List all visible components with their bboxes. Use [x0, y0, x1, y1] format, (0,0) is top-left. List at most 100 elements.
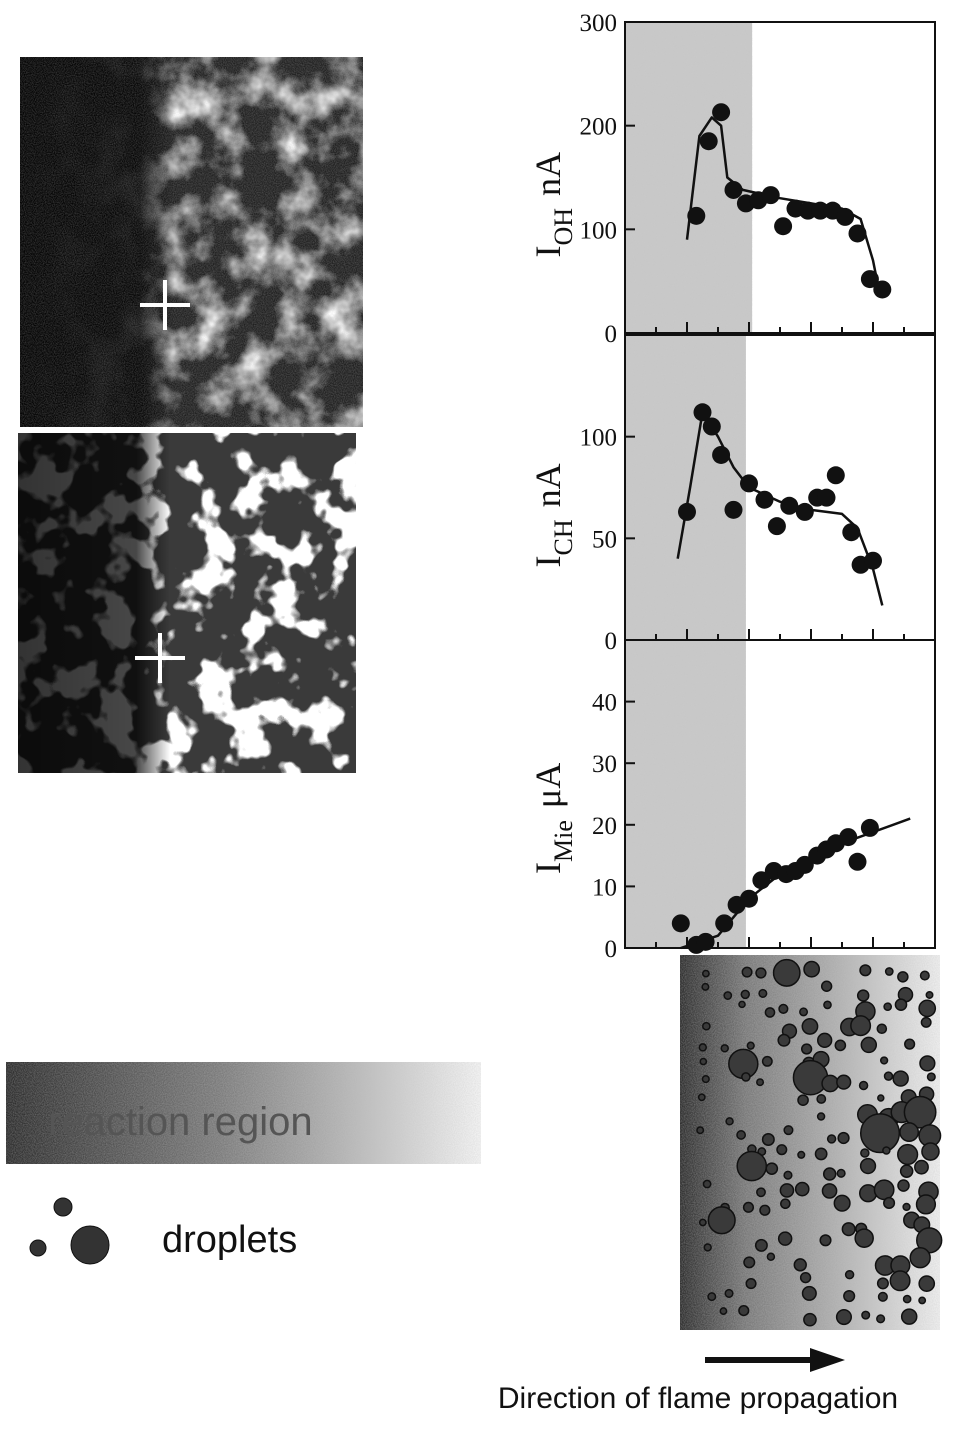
droplet: [801, 1017, 819, 1035]
droplet: [741, 966, 753, 978]
droplet: [772, 958, 801, 987]
droplet: [758, 988, 768, 998]
data-point: [671, 914, 690, 933]
droplet: [780, 1198, 791, 1210]
droplet: [833, 1194, 851, 1212]
chart-panel: 0 50 100 ICH nA: [528, 334, 936, 655]
droplet: [902, 1202, 911, 1212]
droplet: [882, 1146, 891, 1155]
data-point: [712, 103, 731, 122]
chart-panel: 0 100 200 300 IOH nA: [528, 10, 936, 348]
y-label-main: I: [528, 556, 568, 568]
droplet: [707, 1206, 736, 1235]
droplet: [876, 1023, 888, 1035]
droplet: [783, 1125, 794, 1136]
droplet: [698, 1218, 707, 1227]
droplet: [723, 991, 733, 1000]
legend-label: reaction region: [48, 1100, 313, 1144]
droplet: [900, 1308, 918, 1325]
data-point: [752, 871, 771, 890]
droplet: [903, 1095, 937, 1129]
droplet: [919, 970, 930, 981]
droplet: [894, 998, 908, 1011]
droplet: [754, 1238, 768, 1252]
y-tick-label: 0: [605, 321, 618, 348]
data-point: [724, 180, 743, 199]
droplet: [803, 1312, 817, 1327]
data-point: [848, 852, 867, 871]
y-tick-label: 100: [580, 425, 618, 452]
droplet: [820, 980, 833, 992]
data-point: [836, 207, 855, 226]
data-point: [864, 551, 882, 570]
droplet: [793, 1258, 807, 1272]
droplet: [761, 1055, 773, 1067]
droplet: [889, 1270, 911, 1292]
droplet: [822, 1167, 837, 1181]
droplet: [777, 1231, 793, 1246]
droplet: [876, 1277, 889, 1290]
droplet: [897, 1143, 919, 1166]
data-point: [715, 914, 734, 933]
y-axis-label: IOH nA: [528, 152, 578, 258]
data-point: [740, 474, 758, 493]
legend: reaction region droplets: [6, 1062, 481, 1265]
data-point: [696, 932, 715, 951]
droplet: [918, 1296, 927, 1305]
y-tick-label: 0: [605, 936, 618, 963]
droplet: [860, 1036, 878, 1054]
y-tick-label: 50: [592, 526, 617, 553]
droplet: [738, 1000, 746, 1009]
droplet: [859, 1157, 877, 1175]
droplet: [766, 1252, 776, 1261]
chart-panel: 0 10 20 30 40 IMie μA: [528, 639, 936, 963]
droplet: [783, 1170, 793, 1180]
data-point: [740, 889, 758, 908]
y-label-unit: μA: [528, 763, 568, 808]
droplet: [918, 999, 937, 1018]
droplet: [719, 1307, 728, 1315]
y-label-sub: CH: [549, 519, 578, 555]
data-point: [774, 217, 793, 236]
caption: Direction of flame propagation: [498, 1382, 898, 1415]
droplet: [740, 989, 750, 1000]
droplet: [742, 1201, 755, 1213]
legend-label: droplets: [162, 1219, 297, 1261]
droplet: [724, 1288, 734, 1298]
droplet: [836, 1074, 852, 1090]
droplet: [799, 1271, 812, 1284]
droplet: [755, 967, 767, 979]
data-point: [860, 270, 879, 289]
y-label-unit: nA: [528, 463, 568, 507]
y-tick-label: 30: [592, 751, 617, 778]
droplet: [698, 1043, 708, 1052]
y-tick-label: 300: [580, 10, 618, 37]
data-point: [848, 224, 867, 243]
droplet: [861, 1310, 871, 1320]
droplet: [915, 1194, 937, 1215]
droplet: [899, 1122, 920, 1143]
droplet: [736, 1150, 768, 1182]
droplet: [918, 1275, 936, 1292]
droplet: [877, 1291, 888, 1302]
data-point: [795, 502, 814, 521]
droplet: [914, 1159, 929, 1175]
data-point: [811, 201, 830, 220]
droplet: [860, 1148, 870, 1158]
y-tick-label: 0: [605, 628, 618, 655]
data-point: [702, 417, 721, 436]
data-point: [687, 206, 706, 225]
droplet: [745, 1278, 757, 1290]
data-point: [873, 280, 892, 299]
droplet: [873, 1179, 895, 1201]
droplet: [879, 1056, 889, 1065]
droplet: [701, 969, 710, 978]
droplet: [756, 1187, 766, 1198]
data-point: [842, 523, 861, 542]
droplet: [921, 1142, 940, 1161]
droplet: [803, 960, 821, 978]
data-point: [693, 403, 712, 422]
droplet: [925, 990, 934, 999]
droplet: [697, 1093, 706, 1102]
